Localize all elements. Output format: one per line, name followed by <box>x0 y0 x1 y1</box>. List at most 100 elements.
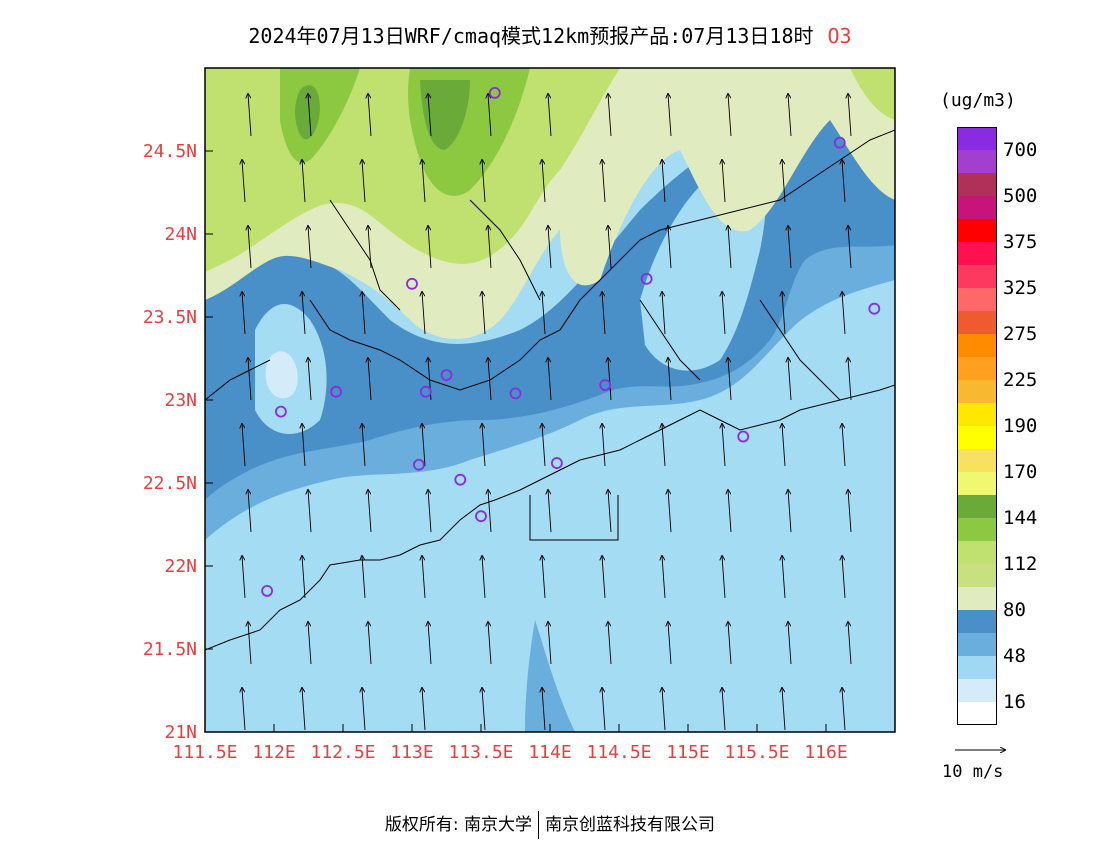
wind-reference-label: 10 m/s <box>942 762 1004 782</box>
concentration-field <box>205 68 895 732</box>
wind-arrow <box>728 94 732 137</box>
lon-tick-label: 115.5E <box>724 742 789 763</box>
wind-arrow <box>362 160 366 203</box>
wind-arrow <box>488 490 492 533</box>
wind-arrow <box>602 160 606 203</box>
wind-arrow <box>242 688 246 731</box>
lat-tick-label: 21.5N <box>143 639 197 660</box>
wind-arrow <box>662 424 666 467</box>
wind-arrow <box>308 226 312 269</box>
wind-arrow <box>842 424 846 467</box>
wind-arrow <box>548 490 552 533</box>
copyright-footer: 版权所有: 南京大学 南京创蓝科技有限公司 <box>0 810 1100 839</box>
lon-tick-label: 111.5E <box>172 742 237 763</box>
site-marker <box>599 379 612 391</box>
colorbar-segment <box>957 403 997 426</box>
lat-tick-label: 23N <box>164 390 197 411</box>
axis-ticks: 111.5E 112E 112.5E 113E 113.5E 114E 114.5E 115E… <box>143 141 848 763</box>
wind-arrow <box>488 622 492 665</box>
colorbar-segment <box>957 541 997 564</box>
colorbar-label: 112 <box>1003 553 1038 575</box>
wind-arrow <box>242 424 246 467</box>
wind-arrow <box>368 490 372 533</box>
coastline <box>205 384 895 651</box>
wind-arrow <box>722 556 726 599</box>
monitoring-sites <box>261 87 881 597</box>
unit-label: (ug/m3) <box>940 90 1016 111</box>
colorbar-label: 375 <box>1003 231 1038 253</box>
lat-tick-label: 22N <box>164 556 197 577</box>
wind-arrow <box>788 622 792 665</box>
wind-arrow <box>782 160 786 203</box>
wind-arrow <box>722 688 726 731</box>
wind-arrow <box>368 94 372 137</box>
site-marker <box>454 473 467 486</box>
colorbar-label: 48 <box>1003 645 1026 667</box>
wind-arrow <box>362 424 366 467</box>
streak-south <box>525 620 575 732</box>
colorbar-segment <box>957 518 997 541</box>
wind-arrow <box>668 490 672 533</box>
lon-tick-label: 113.5E <box>448 742 513 763</box>
wind-vectors <box>242 94 852 731</box>
footer-divider <box>538 811 540 839</box>
site-marker <box>551 457 563 469</box>
wind-arrow <box>788 94 792 137</box>
wind-arrow <box>602 688 606 731</box>
wind-arrow <box>608 490 612 533</box>
wind-arrow <box>428 622 432 665</box>
wind-arrow <box>422 160 426 203</box>
hk-boundary <box>529 495 619 541</box>
lon-tick-label: 113E <box>390 742 433 763</box>
wind-arrow <box>788 358 792 401</box>
wind-arrow <box>542 160 546 203</box>
colorbar-segment <box>957 196 997 219</box>
wind-arrow <box>542 292 546 335</box>
wind-arrow <box>662 556 666 599</box>
wind-arrow <box>422 688 426 731</box>
colorbar-segment <box>957 633 997 656</box>
wind-arrow <box>482 292 486 335</box>
colorbar-segment <box>957 265 997 288</box>
wind-arrow <box>362 292 366 335</box>
wind-arrow <box>782 292 786 335</box>
lat-tick-label: 24.5N <box>143 141 197 162</box>
colorbar-segment <box>957 495 997 518</box>
wind-arrow <box>482 556 486 599</box>
wind-arrow <box>722 424 726 467</box>
wind-arrow <box>302 688 306 731</box>
colorbar-label: 225 <box>1003 369 1038 391</box>
colorbar-segment <box>957 357 997 380</box>
wind-arrow <box>308 622 312 665</box>
wind-arrow <box>428 490 432 533</box>
site-marker <box>737 430 750 443</box>
wind-arrow <box>308 490 312 533</box>
wind-arrow <box>842 292 846 335</box>
wind-arrow <box>608 358 612 401</box>
wind-arrow <box>302 424 306 467</box>
wind-arrow <box>482 424 486 467</box>
wind-arrow <box>368 622 372 665</box>
site-marker <box>440 369 453 382</box>
wind-arrow <box>308 358 312 401</box>
wind-arrow <box>602 424 606 467</box>
wind-arrow <box>368 226 372 269</box>
wind-arrow <box>728 226 732 269</box>
wind-arrow <box>848 94 852 137</box>
wind-arrow <box>242 292 246 335</box>
colorbar-label: 170 <box>1003 461 1038 483</box>
site-marker <box>640 272 653 285</box>
copyright-left: 版权所有: 南京大学 <box>384 815 533 835</box>
wind-arrow <box>488 358 492 401</box>
colorbar-segment <box>957 173 997 196</box>
wind-arrow <box>728 358 732 401</box>
wind-arrow <box>422 292 426 335</box>
wind-arrow <box>602 556 606 599</box>
lon-tick-label: 114.5E <box>586 742 651 763</box>
chart-title: 2024年07月13日WRF/cmaq模式12km预报产品:07月13日18时 O… <box>0 20 1100 49</box>
colorbar-segment <box>957 564 997 587</box>
wind-arrow <box>722 292 726 335</box>
wind-arrow <box>548 622 552 665</box>
colorbar-segment <box>957 288 997 311</box>
colorbar-segment <box>957 587 997 610</box>
